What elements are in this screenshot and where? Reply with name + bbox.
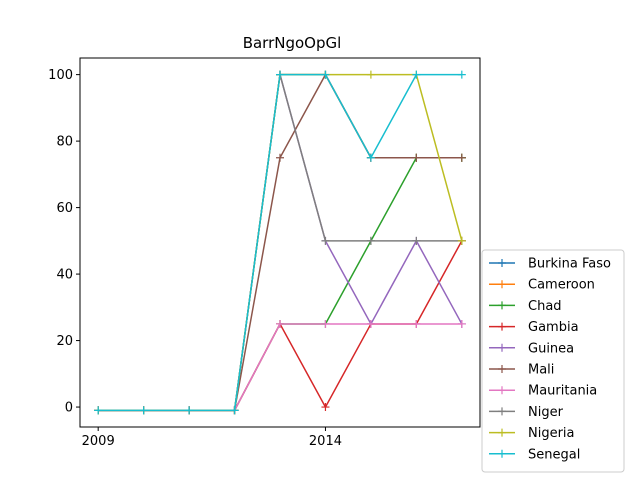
legend-item: Guinea	[489, 341, 574, 356]
y-axis: 0 20 40 60 80 100	[48, 68, 80, 416]
y-tick-label: 60	[56, 201, 73, 216]
y-tick-label: 80	[56, 135, 73, 150]
series-line	[98, 73, 462, 412]
legend-marker	[498, 428, 506, 437]
legend-label: Mali	[528, 363, 554, 378]
legend-label: Burkina Faso	[528, 257, 611, 272]
series-senegal	[94, 70, 466, 415]
legend-label: Gambia	[528, 320, 579, 335]
legend-item: Mali	[489, 363, 554, 378]
series-guinea	[94, 70, 466, 415]
data-point	[457, 319, 466, 328]
series-niger	[94, 70, 466, 415]
data-point	[230, 406, 239, 415]
data-point	[412, 319, 421, 328]
series-line	[98, 323, 462, 412]
data-point	[276, 153, 284, 162]
legend-marker	[498, 386, 506, 395]
series-chad	[94, 153, 466, 415]
legend-item: Nigeria	[489, 426, 575, 441]
legend-label: Nigeria	[528, 426, 575, 441]
legend-marker	[498, 301, 506, 310]
series-line	[98, 73, 462, 412]
legend-item: Mauritania	[489, 384, 597, 399]
y-tick-label: 100	[48, 68, 73, 83]
legend-box	[481, 249, 625, 473]
data-point	[366, 70, 375, 79]
series-nigeria	[94, 70, 466, 415]
legend-label: Cameroon	[528, 278, 595, 293]
legend-item: Senegal	[489, 447, 580, 462]
series-cameroon	[94, 70, 466, 415]
legend-marker	[498, 280, 506, 289]
data-point	[321, 403, 330, 412]
plot-frame	[79, 57, 481, 428]
data-point	[321, 319, 330, 328]
series-line	[98, 73, 462, 412]
legend-marker	[498, 365, 506, 373]
series-burkina-faso	[94, 70, 466, 415]
y-tick-label: 40	[56, 268, 73, 283]
data-point	[366, 153, 375, 162]
data-point	[366, 236, 375, 245]
legend-marker	[498, 343, 506, 352]
data-point	[457, 236, 466, 245]
legend-marker	[498, 449, 506, 458]
series-line	[98, 73, 463, 412]
series-mauritania	[94, 319, 466, 415]
legend-label: Mauritania	[528, 384, 597, 399]
data-point	[94, 406, 103, 415]
data-point	[139, 406, 148, 415]
legend-marker	[498, 259, 506, 267]
series-mali	[94, 70, 466, 415]
series-layer	[94, 70, 466, 415]
x-tick-label: 2014	[309, 434, 342, 449]
data-point	[366, 319, 375, 328]
series-line	[98, 74, 463, 412]
data-point	[276, 70, 284, 79]
data-point	[185, 406, 194, 415]
series-line	[98, 73, 462, 412]
data-point	[457, 70, 466, 79]
data-point	[457, 153, 466, 162]
y-tick-label: 0	[65, 401, 73, 416]
legend-marker	[498, 322, 506, 331]
legend-item: Burkina Faso	[489, 257, 611, 272]
data-point	[412, 70, 421, 79]
legend-item: Chad	[489, 299, 562, 314]
x-axis: 2009 2014	[82, 427, 342, 449]
series-line	[98, 74, 462, 412]
legend-marker	[498, 407, 506, 416]
chart-title: BarrNgoOpGl	[243, 34, 342, 52]
data-point	[276, 319, 284, 328]
legend: Burkina Faso Cameroon Chad Gambia Guinea Mali…	[481, 249, 625, 473]
x-tick-label: 2009	[82, 434, 115, 449]
series-line	[98, 156, 462, 412]
legend-label: Chad	[528, 299, 562, 314]
legend-item: Cameroon	[489, 278, 595, 293]
y-tick-label: 20	[56, 334, 73, 349]
data-point	[321, 70, 330, 79]
legend-label: Niger	[528, 405, 564, 420]
data-point	[321, 236, 330, 245]
legend-label: Guinea	[528, 341, 574, 356]
legend-item: Niger	[489, 405, 564, 420]
legend-label: Senegal	[528, 447, 580, 462]
legend-item: Gambia	[489, 320, 579, 335]
data-point	[412, 153, 421, 162]
data-point	[412, 236, 421, 245]
